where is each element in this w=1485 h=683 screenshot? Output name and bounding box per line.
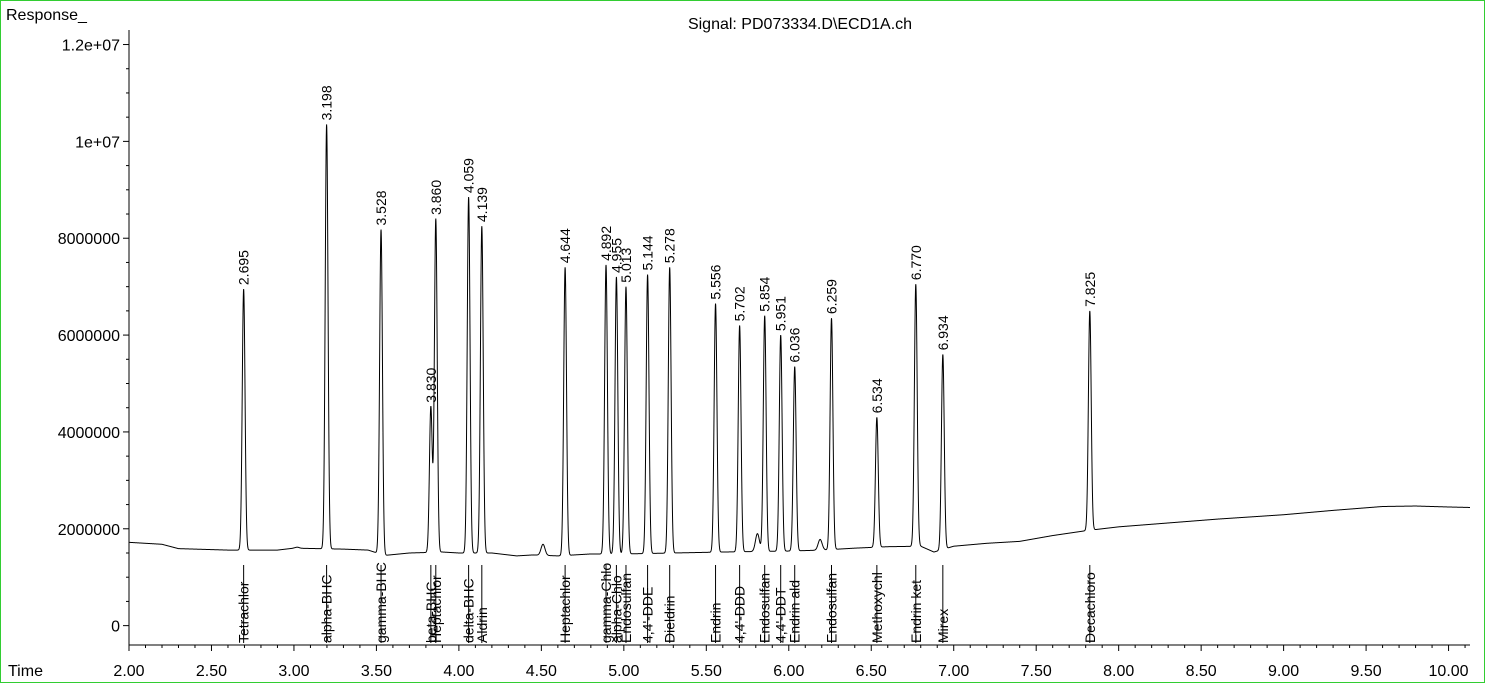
peak-compound-label: Heptachlor (557, 575, 573, 643)
peak-compound-label: Methoxychl (869, 572, 885, 643)
y-tick-label: 2000000 (58, 522, 120, 539)
peak-annotation: 6.036 Endrin ald (787, 327, 803, 643)
y-tick-label: 1.2e+07 (62, 38, 120, 55)
peak-annotation: 3.860 Heptachlor (428, 180, 444, 643)
peak-annotation: 6.934 Mirex (935, 315, 951, 643)
x-tick-label: 2.50 (196, 663, 227, 680)
peak-retention-time: 6.934 (935, 315, 951, 350)
peak-compound-label: Endosulfan (757, 573, 773, 643)
peak-annotation: 6.770 Endrin ket (908, 245, 924, 643)
peak-annotation: 5.144 4,4'-DDE (640, 235, 656, 643)
peak-compound-label: 4,4'-DDE (640, 587, 656, 643)
peak-compound-label: Heptachlor (428, 575, 444, 643)
y-tick-label: 8000000 (58, 231, 120, 248)
x-tick-label: 3.50 (361, 663, 392, 680)
peak-annotation: 4.059 delta-BHC (461, 158, 477, 643)
peak-retention-time: 5.702 (732, 286, 748, 321)
peak-compound-label: 4,4'-DDD (732, 586, 748, 643)
peak-compound-label: Aldrin (474, 607, 490, 643)
peak-retention-time: 4.892 (598, 226, 614, 261)
peak-compound-label: alpha-BHC (319, 575, 335, 643)
peak-compound-label: Tetrachlor (236, 581, 252, 643)
peak-retention-time: 5.278 (662, 228, 678, 263)
peak-retention-time: 5.144 (640, 235, 656, 270)
peak-retention-time: 5.854 (757, 276, 773, 311)
peak-annotation: 4.955 alpha-Chlo (608, 238, 624, 643)
peak-retention-time: 4.059 (461, 158, 477, 193)
peak-compound-label: Dieldrin (662, 596, 678, 643)
x-tick-label: 5.00 (608, 663, 639, 680)
peak-retention-time: 6.770 (908, 245, 924, 280)
x-tick-label: 10.00 (1429, 663, 1469, 680)
peak-retention-time: 3.830 (423, 367, 439, 402)
y-tick-label: 4000000 (58, 425, 120, 442)
x-tick-label: 9.50 (1351, 663, 1382, 680)
peak-compound-label: delta-BHC (461, 578, 477, 643)
peak-annotation: 3.198 alpha-BHC (319, 85, 335, 643)
signal-trace (128, 124, 1470, 557)
peak-compound-label: Endosulfan (824, 573, 840, 643)
peak-compound-label: Endosulfan (618, 573, 634, 643)
peak-annotation: 7.825 Decachloro (1082, 272, 1098, 643)
x-tick-label: 2.00 (113, 663, 144, 680)
peak-retention-time: 5.556 (708, 264, 724, 299)
x-tick-label: 7.00 (938, 663, 969, 680)
x-tick-label: 4.00 (443, 663, 474, 680)
y-tick-label: 1e+07 (75, 134, 120, 151)
peak-annotation: 4.139 Aldrin (474, 187, 490, 643)
y-tick-label: 6000000 (58, 328, 120, 345)
x-tick-label: 7.50 (1021, 663, 1052, 680)
peak-annotation: 6.534 Methoxychl (869, 378, 885, 643)
peak-annotation: 5.013 Endosulfan (618, 247, 634, 643)
x-axis-label: Time (8, 663, 43, 680)
peak-retention-time: 4.644 (557, 228, 573, 263)
peak-compound-label: gamma-BHC (373, 562, 389, 643)
peak-compound-label: gamma-Chlo (598, 563, 614, 643)
peak-annotation: 5.854 Endosulfan (757, 276, 773, 643)
peak-annotation: 5.951 4,4'-DDT (773, 296, 789, 643)
x-tick-label: 4.50 (526, 663, 557, 680)
peak-annotation: 3.528 gamma-BHC (373, 190, 389, 643)
x-tick-label: 6.50 (856, 663, 887, 680)
peak-retention-time: 4.955 (608, 238, 624, 273)
peak-compound-label: Endrin ket (908, 580, 924, 643)
x-tick-label: 6.00 (773, 663, 804, 680)
peak-annotation: 4.644 Heptachlor (557, 228, 573, 643)
x-tick-label: 9.00 (1268, 663, 1299, 680)
peak-annotation: 5.278 Dieldrin (662, 228, 678, 643)
peak-compound-label: Mirex (935, 609, 951, 643)
peak-annotation: 6.259 Endosulfan (824, 279, 840, 643)
peak-annotation: 4.892 gamma-Chlo (598, 226, 614, 643)
peak-retention-time: 3.860 (428, 180, 444, 215)
peak-retention-time: 3.528 (373, 190, 389, 225)
peak-compound-label: alpha-Chlo (608, 575, 624, 643)
peak-retention-time: 2.695 (236, 250, 252, 285)
x-tick-label: 8.00 (1103, 663, 1134, 680)
peak-compound-label: 4,4'-DDT (773, 587, 789, 643)
peak-annotation: 5.702 4,4'-DDD (732, 286, 748, 643)
x-tick-label: 8.50 (1186, 663, 1217, 680)
peak-compound-label: Endrin ald (787, 580, 803, 643)
peak-compound-label: beta-BHC (423, 582, 439, 643)
y-axis-label: Response_ (6, 7, 88, 24)
peak-retention-time: 5.013 (618, 247, 634, 282)
peak-annotation: 3.830 beta-BHC (423, 367, 439, 643)
peak-retention-time: 3.198 (319, 85, 335, 120)
peak-annotation: 2.695 Tetrachlor (236, 250, 252, 643)
peak-compound-label: Endrin (708, 603, 724, 643)
peak-retention-time: 7.825 (1082, 272, 1098, 307)
peak-retention-time: 6.534 (869, 378, 885, 413)
peak-retention-time: 4.139 (474, 187, 490, 222)
y-tick-label: 0 (111, 619, 120, 636)
x-tick-label: 3.00 (278, 663, 309, 680)
peak-annotation: 5.556 Endrin (708, 264, 724, 643)
peak-retention-time: 6.036 (787, 327, 803, 362)
chart-title: Signal: PD073334.D\ECD1A.ch (688, 16, 912, 33)
x-tick-label: 5.50 (691, 663, 722, 680)
peak-retention-time: 5.951 (773, 296, 789, 331)
peak-compound-label: Decachloro (1082, 572, 1098, 643)
peak-retention-time: 6.259 (824, 279, 840, 314)
